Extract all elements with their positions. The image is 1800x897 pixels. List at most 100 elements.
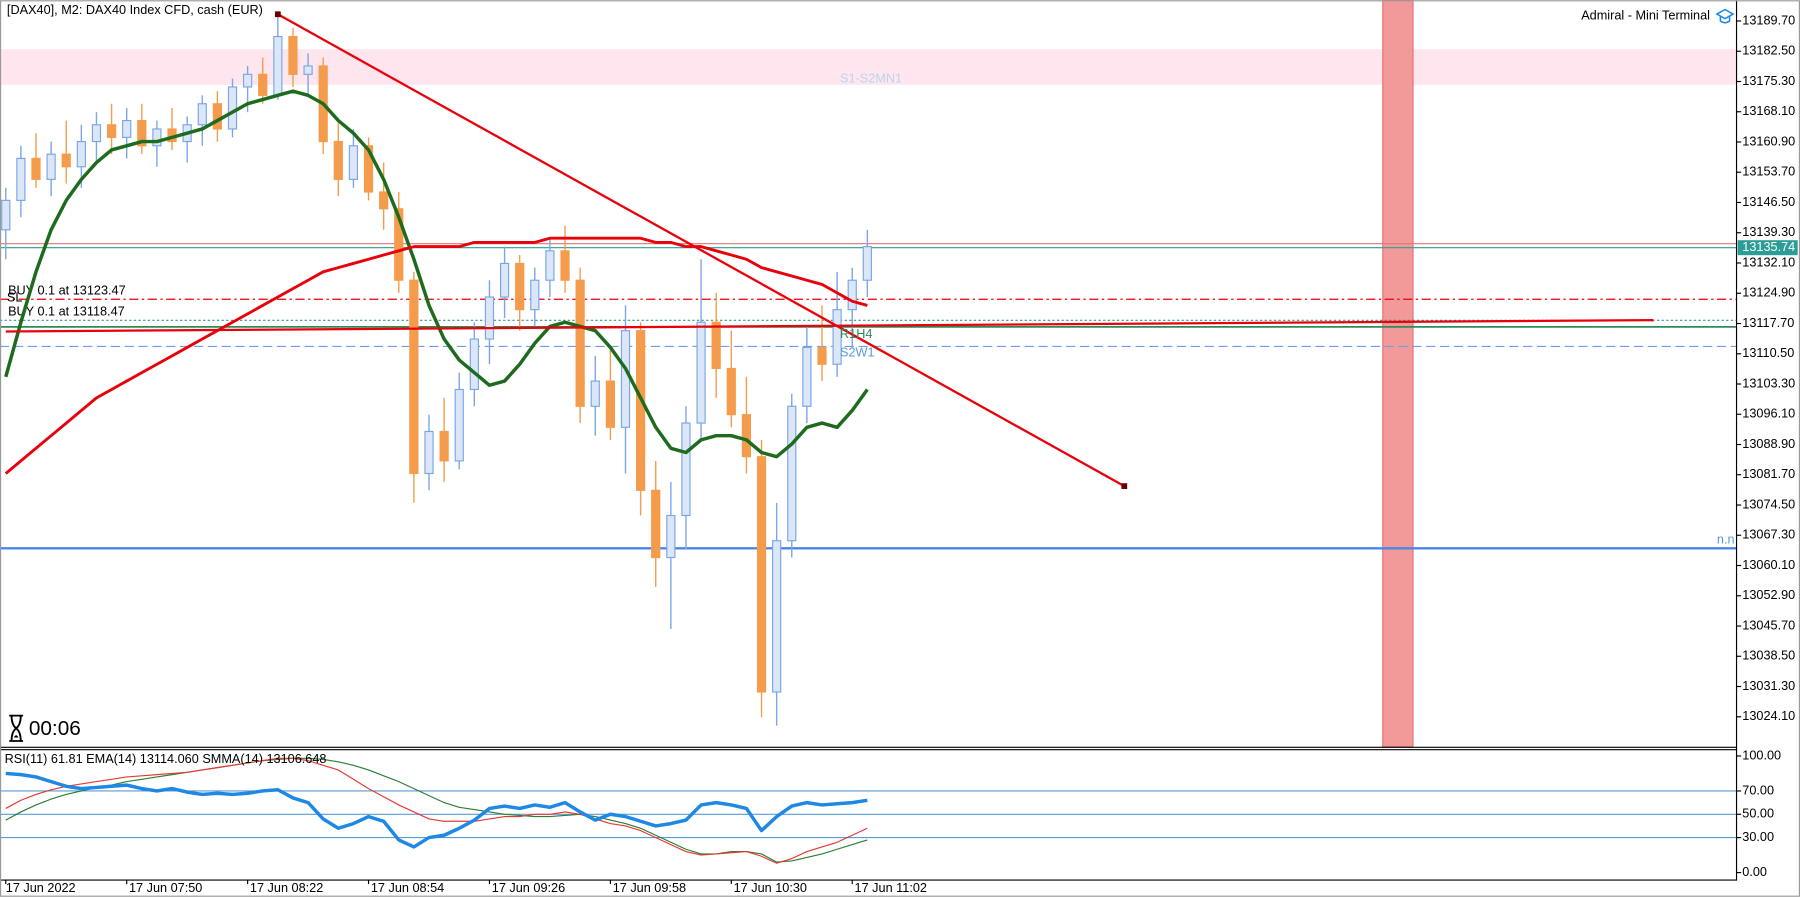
candle-body [590, 380, 600, 407]
candle-body [424, 430, 434, 475]
highlight-band [1382, 0, 1414, 748]
indicator-title: RSI(11) 61.81 EMA(14) 13114.060 SMMA(14)… [5, 752, 327, 766]
candle-body [756, 456, 767, 693]
current-price-box [1737, 240, 1798, 256]
candle-body [741, 414, 752, 458]
candle-body [575, 279, 585, 407]
y-tick-label: 13182.50 [1742, 44, 1795, 58]
trendline-anchor [274, 11, 281, 18]
zone-label: S1-S2MN1 [840, 71, 902, 85]
candle-body [273, 35, 283, 96]
sl-label: SL [7, 290, 23, 304]
x-tick-label: 17 Jun 07:50 [129, 881, 202, 895]
candle-body [666, 514, 676, 559]
candle-body [636, 330, 646, 491]
candle-body [681, 422, 691, 517]
candle-body [484, 296, 495, 340]
moving-average [4, 89, 869, 459]
y-tick-label: 13146.50 [1742, 195, 1795, 209]
indicator-line [5, 771, 868, 849]
candle-body [499, 262, 510, 298]
candle-body [545, 250, 555, 281]
y-tick-label: 13168.10 [1742, 104, 1795, 118]
candle-body [469, 338, 479, 391]
candle-body [303, 65, 313, 75]
y-tick-label: 13060.10 [1742, 558, 1795, 572]
candle-body [787, 405, 797, 542]
y-tick-label: 13110.50 [1742, 346, 1794, 360]
x-tick-label: 17 Jun 10:30 [734, 881, 807, 895]
candle-body [16, 157, 26, 201]
chart-title: [DAX40], M2: DAX40 Index CFD, cash (EUR) [7, 3, 263, 17]
candle-body [243, 73, 253, 88]
terminal-icon [1715, 8, 1735, 24]
y-tick-label: 13189.70 [1742, 13, 1795, 27]
current-price-label: 13135.74 [1742, 240, 1795, 254]
candle-body [530, 279, 540, 311]
trendline-anchor [1121, 483, 1128, 489]
y-tick-label: 13103.30 [1742, 376, 1795, 390]
terminal-name: Admiral - Mini Terminal [1581, 9, 1710, 23]
candle-body [106, 124, 117, 138]
candle-body [137, 119, 147, 147]
candle-body [227, 86, 238, 130]
timer-icon [9, 714, 24, 742]
candle-body [46, 153, 56, 180]
candle-body [197, 103, 207, 126]
candle-body [605, 380, 615, 428]
pivot-label: S2W1 [840, 346, 875, 360]
y-tick-label: 13074.50 [1742, 497, 1795, 511]
y-tick-label: 30.00 [1742, 830, 1774, 844]
candle-body [409, 279, 419, 475]
candle-body [61, 153, 71, 168]
x-tick-label: 17 Jun 08:54 [371, 881, 444, 895]
order-label: BUY 0.1 at 13123.47 [8, 284, 126, 298]
candle-body [454, 388, 464, 462]
candle-body [651, 489, 661, 559]
y-tick-label: 13175.30 [1742, 74, 1795, 88]
pivot-label: R1H4 [840, 327, 872, 341]
candle-body [726, 367, 736, 416]
y-tick-label: 13153.70 [1742, 165, 1795, 179]
candle-body [152, 128, 162, 147]
candle-body [348, 145, 359, 180]
trendline [5, 318, 1654, 333]
candle-body [31, 157, 41, 180]
x-tick-label: 17 Jun 11:02 [855, 881, 927, 895]
trendline [277, 13, 1125, 488]
y-tick-label: 13081.70 [1742, 467, 1795, 481]
candle-body [91, 124, 102, 143]
y-tick-label: 100.00 [1742, 748, 1781, 762]
y-tick-label: 13160.90 [1742, 134, 1795, 148]
y-tick-label: 13045.70 [1742, 618, 1795, 632]
moving-average [4, 236, 868, 475]
candle-body [212, 103, 222, 130]
candle-body [363, 145, 374, 193]
candle-body [439, 430, 449, 462]
candle-body [333, 140, 343, 180]
candle-body [258, 73, 268, 96]
candle-body [515, 262, 525, 311]
pivot-label: n.n [1717, 533, 1735, 547]
candle-body [288, 35, 298, 75]
y-tick-label: 13038.50 [1742, 649, 1795, 663]
candle-body [832, 309, 842, 365]
candle-body [76, 140, 86, 168]
y-tick-label: 0.00 [1742, 865, 1767, 879]
candle-body [802, 346, 812, 407]
indicator-line [5, 757, 868, 864]
y-tick-label: 50.00 [1742, 807, 1774, 821]
y-tick-label: 13024.10 [1742, 709, 1795, 723]
y-tick-label: 13124.90 [1742, 286, 1795, 300]
candle-body [379, 191, 389, 210]
y-tick-label: 13088.90 [1742, 437, 1795, 451]
x-tick-label: 17 Jun 09:58 [613, 881, 686, 895]
x-tick-label: 17 Jun 09:26 [492, 881, 565, 895]
x-tick-label: 17 Jun 2022 [6, 881, 76, 895]
y-tick-label: 13031.30 [1742, 679, 1795, 693]
indicator-line [5, 757, 868, 863]
